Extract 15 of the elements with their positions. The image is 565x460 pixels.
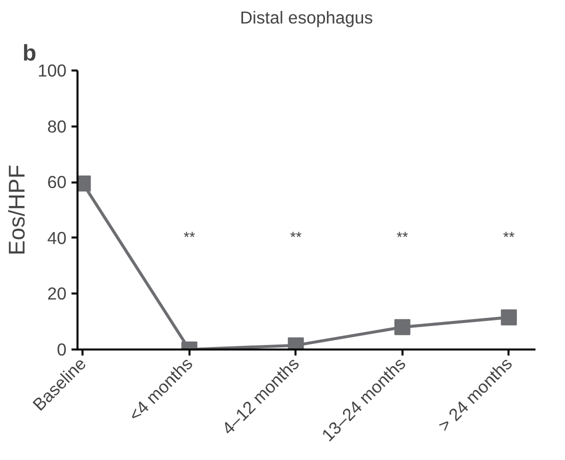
y-tick-label: 60 <box>47 172 67 192</box>
point <box>394 319 410 336</box>
annotation: ** <box>503 230 515 246</box>
annotation: ** <box>396 230 408 246</box>
annotation: ** <box>290 230 302 246</box>
y-tick-label: 100 <box>38 60 67 80</box>
y-tick-label: 0 <box>56 340 67 360</box>
y-tick-label: 40 <box>47 228 67 248</box>
annotation: ** <box>184 230 196 246</box>
y-tick-label: 20 <box>47 284 67 304</box>
y-tick-label: 80 <box>47 116 67 136</box>
point <box>500 309 517 326</box>
text: b <box>22 40 36 66</box>
chart-title: Distal esophagus <box>240 8 374 28</box>
y-axis-title: Eos/HPF <box>4 164 30 256</box>
